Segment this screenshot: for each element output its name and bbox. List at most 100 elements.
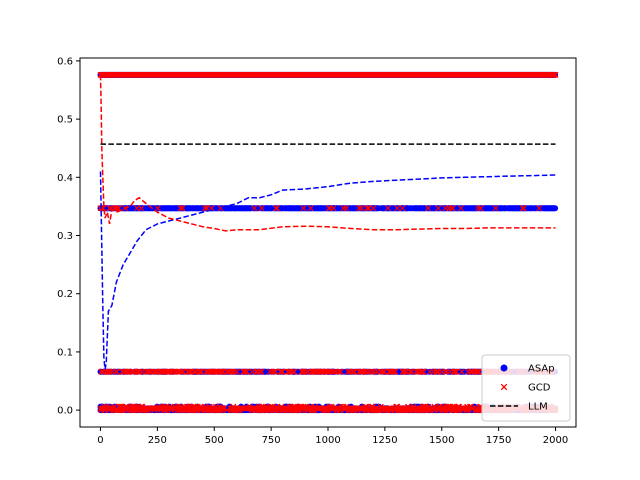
gcd-point bbox=[435, 205, 442, 212]
gcd-point bbox=[349, 368, 356, 375]
gcd-point bbox=[477, 205, 484, 212]
gcd-point bbox=[453, 368, 460, 375]
gcd-point bbox=[179, 368, 186, 375]
gcd-point bbox=[408, 368, 415, 375]
y-tick-label: 0.5 bbox=[57, 115, 73, 126]
gcd-point bbox=[324, 407, 331, 414]
gcd-point bbox=[434, 368, 441, 375]
gcd-point bbox=[180, 368, 187, 375]
gcd-point bbox=[550, 71, 557, 78]
gcd-point bbox=[385, 205, 392, 212]
gcd-point bbox=[326, 368, 333, 375]
gcd-point bbox=[329, 405, 336, 412]
gcd-point bbox=[218, 368, 225, 375]
gcd-point bbox=[277, 368, 284, 375]
gcd-point bbox=[197, 407, 204, 414]
gcd-point bbox=[392, 368, 399, 375]
gcd-point bbox=[98, 368, 105, 375]
gcd-point bbox=[358, 405, 365, 412]
gcd-point bbox=[272, 407, 279, 414]
gcd-point bbox=[252, 405, 259, 412]
gcd-point bbox=[536, 205, 543, 212]
gcd-point bbox=[355, 407, 362, 414]
gcd-point bbox=[365, 205, 372, 212]
gcd-point bbox=[133, 205, 140, 212]
gcd-point bbox=[196, 368, 203, 375]
gcd-point bbox=[253, 368, 260, 375]
gcd-point bbox=[421, 407, 428, 414]
gcd-point bbox=[154, 205, 161, 212]
y-tick-label: 0.6 bbox=[57, 56, 73, 67]
gcd-point bbox=[266, 407, 273, 414]
gcd-point bbox=[351, 368, 358, 375]
gcd-point bbox=[361, 368, 368, 375]
y-tick-label: 0.4 bbox=[57, 173, 73, 184]
gcd-point bbox=[301, 405, 308, 412]
gcd-point bbox=[551, 71, 558, 78]
gcd-point bbox=[279, 368, 286, 375]
gcd-point bbox=[358, 205, 365, 212]
gcd-point bbox=[552, 71, 559, 78]
gcd-point bbox=[475, 368, 482, 375]
x-tick-label: 0 bbox=[97, 435, 103, 446]
gcd-point bbox=[271, 368, 278, 375]
gcd-point bbox=[344, 368, 352, 375]
y-tick-label: 0.2 bbox=[57, 289, 73, 300]
gcd-point bbox=[219, 405, 226, 412]
gcd-point bbox=[402, 368, 409, 375]
gcd-point bbox=[260, 407, 267, 414]
legend-box bbox=[481, 354, 571, 422]
gcd-point bbox=[152, 405, 159, 412]
gcd-point bbox=[310, 407, 317, 414]
gcd-point bbox=[330, 205, 337, 212]
gcd-point bbox=[399, 205, 406, 212]
gcd-point bbox=[436, 405, 443, 412]
gcd-point bbox=[359, 405, 366, 412]
gcd-point bbox=[272, 368, 279, 375]
gcd-point bbox=[223, 407, 231, 414]
gcd-point bbox=[452, 368, 459, 375]
gcd-point bbox=[216, 407, 223, 414]
gcd-point bbox=[449, 407, 456, 414]
gcd-point bbox=[406, 368, 413, 375]
gcd-point bbox=[274, 205, 281, 212]
gcd-running-mean-line bbox=[99, 74, 556, 232]
y-tick-label: 0.1 bbox=[57, 347, 73, 358]
gcd-point bbox=[394, 205, 401, 212]
gcd-point bbox=[202, 205, 209, 212]
x-tick-label: 500 bbox=[205, 435, 224, 446]
gcd-point bbox=[243, 405, 251, 412]
gcd-point bbox=[375, 407, 382, 414]
gcd-point bbox=[258, 368, 265, 375]
gcd-point bbox=[203, 205, 210, 212]
gcd-point bbox=[364, 205, 371, 212]
gcd-point bbox=[271, 407, 278, 414]
gcd-point bbox=[162, 407, 170, 414]
gcd-point bbox=[451, 368, 458, 375]
axes: 0 250 500 750 1000 1250 1500 1750 2000 0.0 0.1 0.2 0… bbox=[57, 56, 577, 446]
x-tick-label: 1250 bbox=[372, 435, 397, 446]
gcd-point bbox=[291, 368, 298, 375]
x-tick-label: 1000 bbox=[315, 435, 340, 446]
gcd-point bbox=[124, 368, 131, 375]
gcd-point bbox=[273, 205, 280, 212]
gcd-point bbox=[425, 407, 433, 414]
gcd-point bbox=[469, 405, 476, 412]
legend-marker-circle bbox=[500, 364, 508, 372]
gcd-point bbox=[335, 368, 342, 375]
gcd-point bbox=[396, 407, 403, 414]
gcd-point bbox=[520, 205, 527, 212]
gcd-point bbox=[406, 405, 413, 412]
gcd-point bbox=[337, 368, 344, 375]
gcd-point bbox=[350, 368, 357, 375]
gcd-point bbox=[153, 405, 160, 412]
gcd-point bbox=[282, 407, 289, 414]
gcd-point bbox=[331, 368, 338, 375]
gcd-point bbox=[354, 407, 361, 414]
gcd-point bbox=[304, 368, 311, 375]
gcd-point bbox=[221, 405, 228, 412]
x-tick-label: 1750 bbox=[486, 435, 511, 446]
gcd-point bbox=[457, 205, 464, 212]
gcd-point bbox=[179, 205, 186, 212]
